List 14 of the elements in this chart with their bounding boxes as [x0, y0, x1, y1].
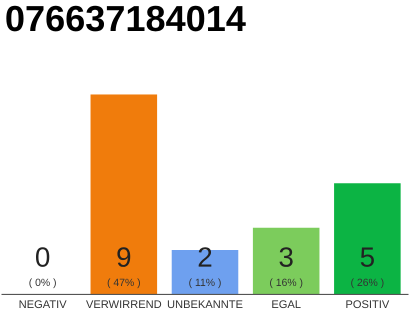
bar [334, 183, 401, 294]
x-tick-label: VERWIRREND [86, 300, 162, 308]
data-label: 5 ( 26% ) [351, 248, 384, 288]
chart-title: 076637184014 [6, 6, 246, 32]
x-tick-label: UNBEKANNTE [168, 300, 242, 308]
bar [252, 228, 320, 294]
data-label: 9 ( 47% ) [108, 247, 140, 288]
data-label: 2 ( 11% ) [189, 247, 221, 288]
x-tick-label: NEGATIV [20, 300, 67, 308]
x-tick-label: POSITIV [346, 300, 390, 308]
x-tick-label: EGAL [272, 300, 301, 308]
bar [90, 94, 158, 294]
data-label: 3 ( 16% ) [270, 247, 302, 288]
data-label: 0 ( 0% ) [29, 247, 56, 288]
